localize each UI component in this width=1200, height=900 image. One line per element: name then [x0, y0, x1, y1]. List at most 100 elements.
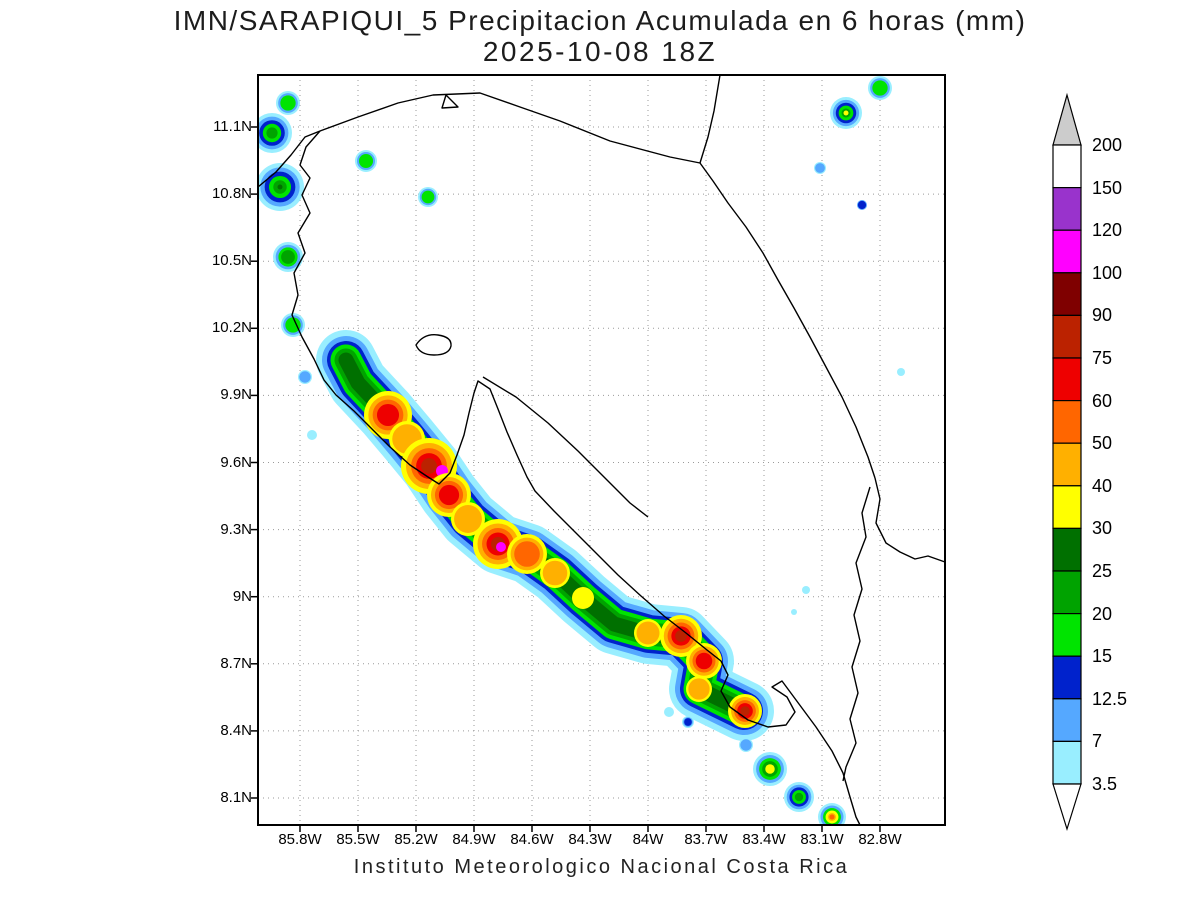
lon-label: 83.4W [742, 831, 786, 848]
colorbar-tick-label: 200 [1092, 135, 1123, 155]
colorbar-tick-label: 20 [1092, 604, 1113, 624]
colorbar-tick-label: 25 [1092, 561, 1113, 581]
precip-cell [664, 707, 674, 717]
colorbar-top-arrow [1052, 92, 1082, 146]
colorbar-tick-label: 30 [1092, 518, 1113, 538]
precip-cell [802, 586, 810, 594]
precip-cell [740, 739, 752, 751]
colorbar-tick-label: 3.5 [1092, 774, 1118, 794]
lon-label: 84.3W [568, 831, 612, 848]
lat-label: 9N [232, 588, 252, 605]
colorbar-segment [1052, 229, 1082, 274]
colorbar-segment [1052, 144, 1082, 189]
precip-hotspot [542, 560, 568, 586]
colorbar-tick-label: 75 [1092, 348, 1113, 368]
colorbar-segment [1052, 612, 1082, 657]
lat-label: 9.6N [220, 454, 252, 471]
precip-cell [421, 190, 435, 204]
colorbar-tick-label: 15 [1092, 646, 1113, 666]
colorbar-segment [1052, 442, 1082, 487]
lat-label: 9.9N [220, 386, 252, 403]
precip-cell [791, 609, 797, 615]
chart-subtitle-datetime: 2025-10-08 18Z [482, 36, 718, 67]
precip-hotspot [675, 630, 687, 642]
precip-hotspot [636, 621, 660, 645]
precip-hotspot [454, 505, 482, 533]
lon-label: 85.2W [394, 831, 438, 848]
precip-cell [281, 250, 295, 264]
precip-cell [794, 792, 804, 802]
precip-cell [897, 368, 905, 376]
colorbar-tick-label: 12.5 [1092, 689, 1128, 709]
precip-cell [280, 95, 296, 111]
precip-hotspot [376, 403, 400, 427]
precipitation-map [251, 74, 946, 832]
colorbar-segment [1052, 314, 1082, 359]
colorbar-segment [1052, 485, 1082, 529]
colorbar-tick-label: 60 [1092, 391, 1113, 411]
colorbar-segment [1052, 527, 1082, 572]
colorbar-segment [1052, 400, 1082, 444]
precip-cell [857, 200, 867, 210]
colorbar-segment [1052, 570, 1082, 615]
precip-cell [299, 371, 311, 383]
lon-label: 85.8W [278, 831, 322, 848]
lat-label: 10.8N [211, 185, 252, 202]
precip-cell [285, 317, 301, 333]
colorbar-tick-label: 150 [1092, 178, 1123, 198]
colorbar-segment [1052, 272, 1082, 317]
lat-label: 8.7N [220, 655, 252, 672]
precip-hotspot [572, 587, 594, 609]
precip-hotspot [438, 484, 460, 506]
colorbar-segment [1052, 740, 1082, 785]
precip-hotspot [740, 706, 750, 716]
lat-label: 9.3N [220, 521, 252, 538]
precip-cell [872, 80, 888, 96]
lat-label: 10.5N [211, 252, 252, 269]
precip-hotspot [421, 458, 437, 474]
precip-hotspot [514, 541, 540, 567]
lat-label: 10.2N [211, 319, 252, 336]
precip-cell [684, 718, 692, 726]
colorbar-tick-label: 120 [1092, 220, 1123, 240]
lon-label: 82.8W [858, 831, 902, 848]
precip-hotspot [688, 678, 710, 700]
colorbar-tick-label: 50 [1092, 433, 1113, 453]
colorbar-segment [1052, 655, 1082, 700]
coastline-borders [257, 74, 946, 826]
precip-cell [277, 184, 283, 190]
axis-ticks [251, 126, 881, 832]
precip-cell [829, 814, 835, 820]
colorbar-tick-label: 90 [1092, 305, 1113, 325]
precip-cell [843, 110, 849, 116]
lon-label: 84W [632, 831, 664, 848]
colorbar-segment [1052, 698, 1082, 742]
lat-label: 8.4N [220, 722, 252, 739]
lon-label: 83.7W [684, 831, 728, 848]
map-frame [257, 74, 946, 826]
precipitation-field [258, 76, 905, 825]
lon-label: 83.1W [800, 831, 844, 848]
colorbar-tick-label: 7 [1092, 731, 1103, 751]
lon-label: 84.6W [510, 831, 554, 848]
precip-cell [307, 430, 317, 440]
lat-label: 11.1N [213, 118, 252, 135]
colorbar-bottom-arrow [1052, 783, 1082, 832]
colorbar-tick-label: 40 [1092, 476, 1113, 496]
precip-cell [815, 163, 825, 173]
precip-hotspot [496, 542, 506, 552]
precip-cell [765, 764, 775, 774]
colorbar-segment [1052, 186, 1082, 231]
chart-title: IMN/SARAPIQUI_5 Precipitacion Acumulada … [173, 5, 1027, 36]
lon-label: 84.9W [452, 831, 496, 848]
institution-caption: Instituto Meteorologico Nacional Costa R… [353, 856, 850, 878]
precip-cell [358, 153, 374, 169]
precip-hotspot [695, 652, 713, 670]
colorbar-tick-label: 100 [1092, 263, 1123, 283]
gridlines [258, 75, 945, 825]
lat-label: 8.1N [220, 789, 252, 806]
precip-cell [266, 127, 278, 139]
colorbar-segment [1052, 357, 1082, 402]
colorbar-legend [1052, 92, 1082, 832]
